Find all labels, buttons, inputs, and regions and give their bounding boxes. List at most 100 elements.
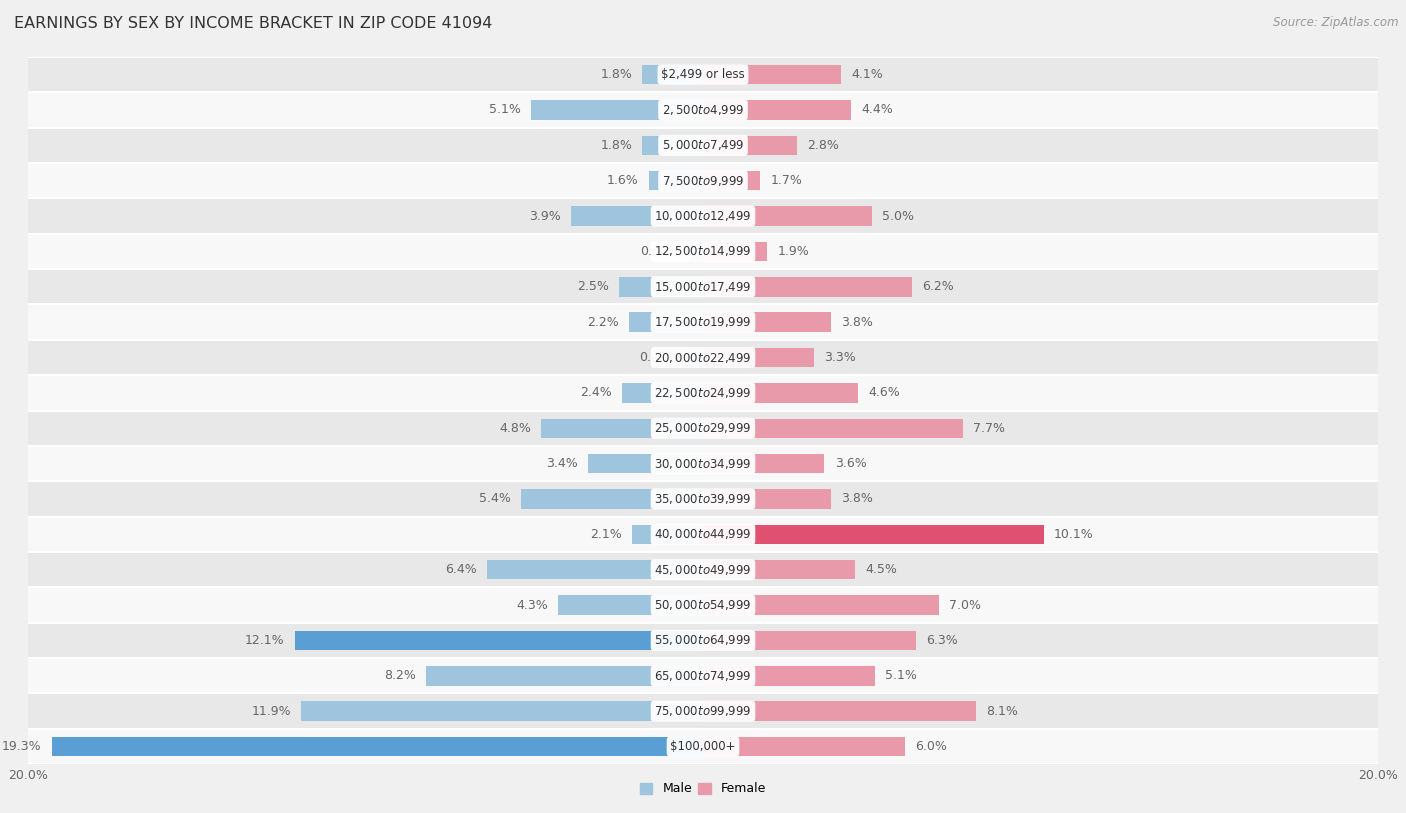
Bar xyxy=(703,383,858,402)
Text: 1.8%: 1.8% xyxy=(600,139,633,152)
Bar xyxy=(703,100,852,120)
Bar xyxy=(28,411,1378,446)
Text: EARNINGS BY SEX BY INCOME BRACKET IN ZIP CODE 41094: EARNINGS BY SEX BY INCOME BRACKET IN ZIP… xyxy=(14,16,492,31)
Bar xyxy=(703,171,761,190)
Text: $10,000 to $12,499: $10,000 to $12,499 xyxy=(654,209,752,223)
Bar xyxy=(28,92,1378,128)
Text: 5.1%: 5.1% xyxy=(886,669,917,682)
Bar xyxy=(619,277,703,297)
Text: 0.38%: 0.38% xyxy=(640,245,681,258)
Text: $5,000 to $7,499: $5,000 to $7,499 xyxy=(662,138,744,152)
Text: 8.2%: 8.2% xyxy=(384,669,416,682)
Text: $55,000 to $64,999: $55,000 to $64,999 xyxy=(654,633,752,647)
Text: 1.6%: 1.6% xyxy=(607,174,638,187)
Bar xyxy=(703,419,963,438)
Text: 3.8%: 3.8% xyxy=(841,315,873,328)
Bar xyxy=(703,207,872,226)
Bar xyxy=(28,729,1378,764)
Bar xyxy=(703,277,912,297)
Text: 6.3%: 6.3% xyxy=(925,634,957,647)
Text: 8.1%: 8.1% xyxy=(987,705,1018,718)
Bar xyxy=(541,419,703,438)
Bar xyxy=(426,666,703,685)
Bar xyxy=(295,631,703,650)
Bar xyxy=(28,128,1378,163)
Bar xyxy=(531,100,703,120)
Text: 19.3%: 19.3% xyxy=(1,740,42,753)
Bar xyxy=(703,631,915,650)
Bar xyxy=(28,517,1378,552)
Text: Source: ZipAtlas.com: Source: ZipAtlas.com xyxy=(1274,16,1399,29)
Bar xyxy=(703,136,797,155)
Bar xyxy=(28,481,1378,517)
Text: 4.1%: 4.1% xyxy=(852,68,883,81)
Bar xyxy=(28,163,1378,198)
Text: 6.4%: 6.4% xyxy=(446,563,477,576)
Text: 2.5%: 2.5% xyxy=(576,280,609,293)
Text: 4.8%: 4.8% xyxy=(499,422,531,435)
Text: 1.7%: 1.7% xyxy=(770,174,803,187)
Bar xyxy=(52,737,703,756)
Bar xyxy=(703,65,841,85)
Text: $20,000 to $22,499: $20,000 to $22,499 xyxy=(654,350,752,364)
Text: $15,000 to $17,499: $15,000 to $17,499 xyxy=(654,280,752,293)
Text: 5.1%: 5.1% xyxy=(489,103,520,116)
Text: $100,000+: $100,000+ xyxy=(671,740,735,753)
Bar xyxy=(703,454,824,473)
Bar xyxy=(588,454,703,473)
Bar xyxy=(703,666,875,685)
Legend: Male, Female: Male, Female xyxy=(636,777,770,801)
Text: 12.1%: 12.1% xyxy=(245,634,284,647)
Text: $45,000 to $49,999: $45,000 to $49,999 xyxy=(654,563,752,576)
Bar xyxy=(703,702,976,721)
Text: $65,000 to $74,999: $65,000 to $74,999 xyxy=(654,669,752,683)
Text: $2,500 to $4,999: $2,500 to $4,999 xyxy=(662,103,744,117)
Bar xyxy=(28,304,1378,340)
Text: $7,500 to $9,999: $7,500 to $9,999 xyxy=(662,174,744,188)
Bar xyxy=(689,348,703,367)
Text: 1.8%: 1.8% xyxy=(600,68,633,81)
Text: 3.8%: 3.8% xyxy=(841,493,873,506)
Text: 7.7%: 7.7% xyxy=(973,422,1005,435)
Text: 6.0%: 6.0% xyxy=(915,740,948,753)
Bar xyxy=(558,595,703,615)
Text: 2.2%: 2.2% xyxy=(586,315,619,328)
Text: 3.4%: 3.4% xyxy=(547,457,578,470)
Bar xyxy=(28,623,1378,659)
Bar xyxy=(633,524,703,544)
Bar xyxy=(28,57,1378,92)
Bar xyxy=(28,376,1378,411)
Text: 3.9%: 3.9% xyxy=(530,210,561,223)
Bar xyxy=(28,587,1378,623)
Bar xyxy=(650,171,703,190)
Bar xyxy=(486,560,703,580)
Text: $17,500 to $19,999: $17,500 to $19,999 xyxy=(654,315,752,329)
Text: 4.6%: 4.6% xyxy=(869,386,900,399)
Text: 0.41%: 0.41% xyxy=(640,351,679,364)
Bar xyxy=(703,560,855,580)
Text: $40,000 to $44,999: $40,000 to $44,999 xyxy=(654,528,752,541)
Text: 4.5%: 4.5% xyxy=(865,563,897,576)
Text: $12,500 to $14,999: $12,500 to $14,999 xyxy=(654,245,752,259)
Text: 2.8%: 2.8% xyxy=(807,139,839,152)
Text: 3.6%: 3.6% xyxy=(835,457,866,470)
Bar xyxy=(28,269,1378,304)
Text: $50,000 to $54,999: $50,000 to $54,999 xyxy=(654,598,752,612)
Text: 5.4%: 5.4% xyxy=(479,493,510,506)
Text: $25,000 to $29,999: $25,000 to $29,999 xyxy=(654,421,752,435)
Text: 1.9%: 1.9% xyxy=(778,245,808,258)
Text: 2.4%: 2.4% xyxy=(581,386,612,399)
Text: 4.4%: 4.4% xyxy=(862,103,893,116)
Text: 11.9%: 11.9% xyxy=(252,705,291,718)
Bar xyxy=(703,595,939,615)
Bar xyxy=(28,659,1378,693)
Bar xyxy=(28,233,1378,269)
Bar xyxy=(571,207,703,226)
Text: $22,500 to $24,999: $22,500 to $24,999 xyxy=(654,386,752,400)
Bar xyxy=(301,702,703,721)
Bar xyxy=(690,241,703,261)
Bar xyxy=(703,348,814,367)
Bar xyxy=(520,489,703,509)
Text: 6.2%: 6.2% xyxy=(922,280,955,293)
Text: 7.0%: 7.0% xyxy=(949,598,981,611)
